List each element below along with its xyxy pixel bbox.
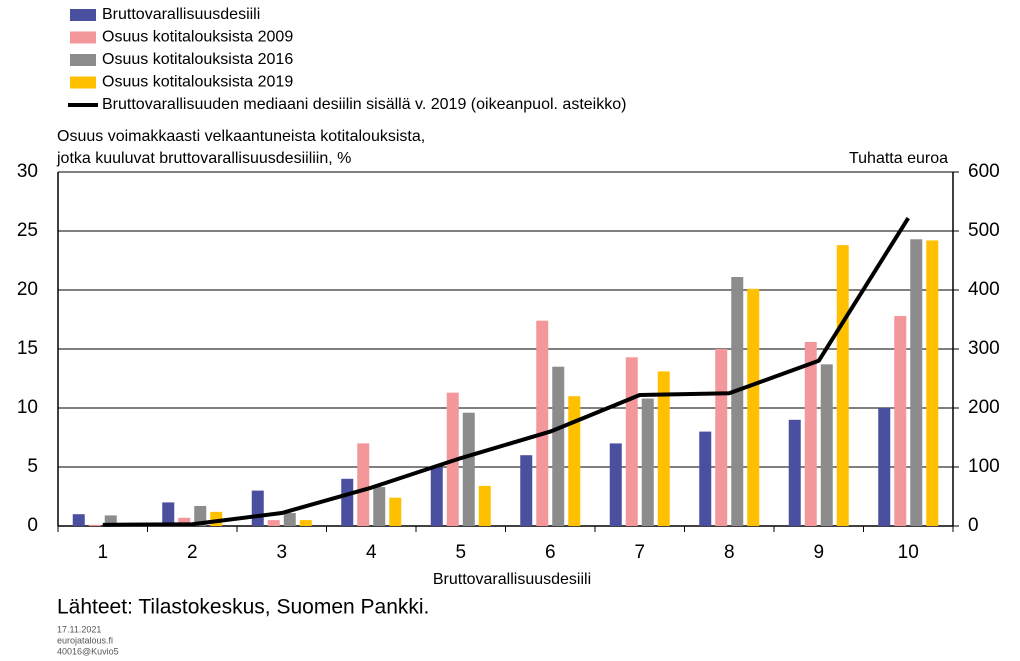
source: Lähteet: Tilastokeskus, Suomen Pankki. (57, 596, 429, 619)
x-tick-label: 6 (545, 542, 556, 563)
footer: 17.11.2021 (57, 624, 101, 634)
bar (731, 277, 744, 526)
y2-tick-label: 200 (968, 397, 1000, 418)
bar (625, 357, 638, 526)
bar (836, 245, 849, 526)
line-series (102, 216, 910, 527)
y-tick-label: 25 (17, 220, 38, 241)
bar (878, 408, 891, 526)
bar (715, 349, 728, 526)
x-tick-label: 3 (276, 542, 287, 563)
y2-tick-label: 300 (968, 338, 1000, 359)
bar (520, 455, 533, 526)
bar (820, 364, 833, 526)
legend-label: Bruttovarallisuuden mediaani desiilin si… (102, 96, 626, 113)
legend-label: Osuus kotitalouksista 2016 (102, 51, 293, 68)
legend-label: Bruttovarallisuusdesiili (102, 6, 260, 23)
bar (72, 514, 85, 526)
y2-axis-title: Tuhatta euroa (849, 150, 948, 167)
bar (373, 487, 386, 526)
legend-label: Osuus kotitalouksista 2019 (102, 74, 293, 91)
footer: 40016@Kuvio5 (57, 646, 119, 656)
y-tick-label: 15 (17, 338, 38, 359)
bar (462, 412, 475, 526)
y-tick-label: 5 (27, 456, 38, 477)
bar (88, 524, 101, 526)
bar (609, 443, 622, 526)
x-axis-title: Bruttovarallisuusdesiili (433, 571, 591, 588)
footer: eurojatalous.fi (57, 635, 113, 645)
bar (804, 341, 817, 526)
bar (178, 517, 191, 526)
bar (478, 485, 491, 526)
bar (747, 288, 760, 526)
y-tick-label: 30 (17, 161, 38, 182)
bar (536, 320, 549, 526)
legend-swatch (70, 9, 96, 21)
y2-tick-label: 600 (968, 161, 1000, 182)
y-tick-label: 20 (17, 279, 38, 300)
bar (162, 502, 175, 526)
bar (357, 443, 370, 526)
x-tick-label: 9 (813, 542, 824, 563)
bar (926, 240, 939, 526)
x-tick-label: 5 (455, 542, 466, 563)
bar (299, 520, 312, 526)
y-tick-label: 0 (27, 515, 38, 536)
y-axis-title: jotka kuuluvat bruttovarallisuusdesiilii… (56, 150, 351, 167)
y2-tick-label: 0 (968, 515, 979, 536)
bar (341, 478, 354, 526)
bar (641, 398, 654, 526)
bar (894, 315, 907, 526)
bar (283, 513, 296, 526)
x-tick-label: 1 (97, 542, 108, 563)
x-tick-label: 7 (634, 542, 645, 563)
x-tick-label: 4 (366, 542, 377, 563)
legend-swatch (70, 76, 96, 89)
bar (910, 239, 923, 526)
x-tick-label: 2 (187, 542, 198, 563)
bar (699, 431, 712, 526)
bar (389, 497, 402, 526)
bar (267, 520, 280, 526)
x-tick-label: 10 (898, 542, 919, 563)
bar (104, 515, 117, 526)
bar (568, 396, 581, 526)
y2-tick-label: 500 (968, 220, 1000, 241)
x-tick-label: 8 (724, 542, 735, 563)
legend-swatch (70, 54, 96, 66)
bar (657, 371, 670, 526)
bar (788, 419, 801, 526)
bar (430, 467, 443, 526)
legend-label: Osuus kotitalouksista 2009 (102, 29, 293, 46)
y-axis-title: Osuus voimakkaasti velkaantuneista kotit… (57, 128, 425, 145)
legend-swatch (70, 31, 96, 44)
y2-tick-label: 100 (968, 456, 1000, 477)
y2-tick-label: 400 (968, 279, 1000, 300)
bar (552, 366, 565, 526)
y-tick-label: 10 (17, 397, 38, 418)
bar (251, 490, 264, 526)
